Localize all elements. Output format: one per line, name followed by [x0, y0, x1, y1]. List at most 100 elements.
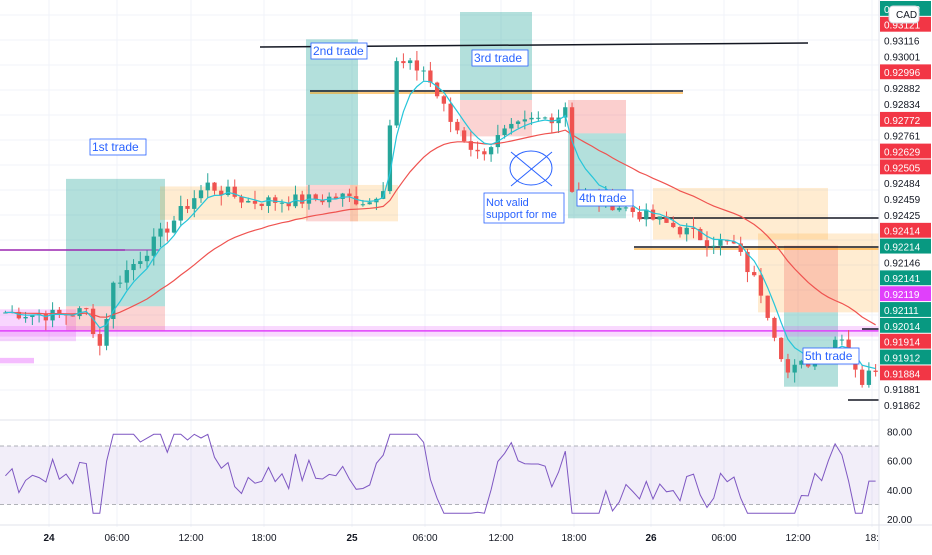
price-axis: 0.931920.931210.931160.930010.929960.928… [878, 0, 932, 550]
candle-body [300, 194, 305, 204]
candle-body [482, 151, 487, 155]
candle-body [104, 319, 109, 346]
candle-body [313, 194, 318, 200]
candle-body [333, 196, 339, 199]
candle-body [468, 141, 474, 150]
price-label: 0.91862 [884, 401, 921, 412]
candle-body [785, 359, 791, 373]
price-label: 0.92882 [884, 84, 921, 95]
rsi-band [0, 445, 879, 505]
time-tick: 06:00 [412, 533, 437, 544]
time-tick: 24 [43, 533, 55, 544]
candle-body [124, 270, 129, 283]
candle-body [509, 123, 514, 129]
candle-body [644, 209, 649, 220]
candle-body [178, 206, 183, 221]
not-valid-box [483, 192, 565, 224]
rsi-tick: 20.00 [887, 515, 912, 526]
candle-body [779, 337, 784, 360]
price-label-bg [880, 286, 931, 302]
trade3-loss [460, 99, 532, 137]
candle-body [515, 121, 521, 124]
candle-body [360, 204, 366, 206]
trade1-loss [66, 306, 165, 331]
price-label-bg [880, 143, 931, 159]
time-tick: 12:00 [178, 533, 203, 544]
price-label-bg [880, 333, 931, 349]
candle-body [90, 308, 96, 335]
price-label-bg [880, 48, 931, 64]
candle-body [461, 130, 467, 142]
candle-body [266, 197, 271, 206]
price-label-bg [880, 365, 931, 381]
trade-label: 1st trade [92, 140, 139, 154]
price-label: 0.93116 [884, 37, 920, 48]
trade2-profit [306, 39, 358, 185]
candle-body [799, 360, 804, 365]
candle-body [502, 128, 507, 136]
candle-body [637, 211, 642, 220]
candle-body [151, 236, 156, 256]
rsi-line [5, 433, 876, 514]
candle-body [718, 239, 723, 246]
candle-body [832, 339, 838, 349]
price-label-bg [880, 238, 931, 254]
candle-body [97, 334, 102, 346]
price-label-bg [880, 64, 931, 80]
candle-body [563, 107, 568, 118]
candle-body [434, 82, 440, 97]
candle-body [225, 186, 231, 195]
trade4-loss [568, 99, 626, 134]
candle-body [205, 182, 210, 191]
price-label-bg [880, 222, 931, 238]
price-label-bg [880, 80, 931, 96]
price-label: 0.92629 [884, 147, 921, 158]
trade1-profit [66, 178, 165, 307]
candle-body [711, 245, 716, 247]
price-label-bg [880, 302, 931, 317]
candle-body [387, 125, 393, 192]
price-label-bg [880, 317, 931, 333]
candle-body [414, 60, 420, 71]
candle-body [704, 240, 710, 247]
candle-body [630, 207, 635, 212]
candle-body [522, 119, 527, 122]
candle-body [441, 96, 447, 104]
price-label-bg [880, 159, 931, 175]
trade-label-box [310, 42, 368, 60]
candle-body [252, 200, 258, 204]
candle-body [401, 61, 406, 64]
price-label: 0.92214 [884, 243, 921, 254]
candle-body [455, 121, 460, 131]
price-label: 0.92484 [884, 179, 921, 190]
pink-small-zone [0, 357, 34, 364]
candle-body [30, 314, 35, 317]
candle-body [111, 282, 116, 320]
time-tick: 25 [346, 533, 358, 544]
time-tick: 12:00 [785, 533, 810, 544]
candle-body [407, 60, 413, 64]
price-label-bg [880, 175, 931, 191]
candle-body [380, 191, 386, 199]
candle-body [144, 255, 150, 262]
candle-body [569, 107, 575, 192]
time-tick: 18:00 [561, 533, 586, 544]
candle-body [43, 314, 49, 321]
price-label: 0.91912 [884, 353, 921, 364]
price-label-bg [880, 381, 931, 397]
price-label: 0.92459 [884, 195, 921, 206]
trade-label: 2nd trade [313, 44, 364, 58]
price-label-bg [880, 254, 931, 270]
candle-body [448, 103, 453, 122]
trade-label-box [89, 138, 147, 156]
currency-badge-text: CAD [896, 10, 917, 21]
candle-body [698, 228, 703, 241]
candle-body [16, 311, 22, 319]
price-label-bg [880, 349, 931, 365]
candle-body [549, 117, 554, 124]
price-label-bg [880, 127, 931, 143]
rsi-tick: 60.00 [887, 457, 912, 468]
time-tick: 06:00 [711, 533, 736, 544]
candle-body [50, 309, 55, 321]
